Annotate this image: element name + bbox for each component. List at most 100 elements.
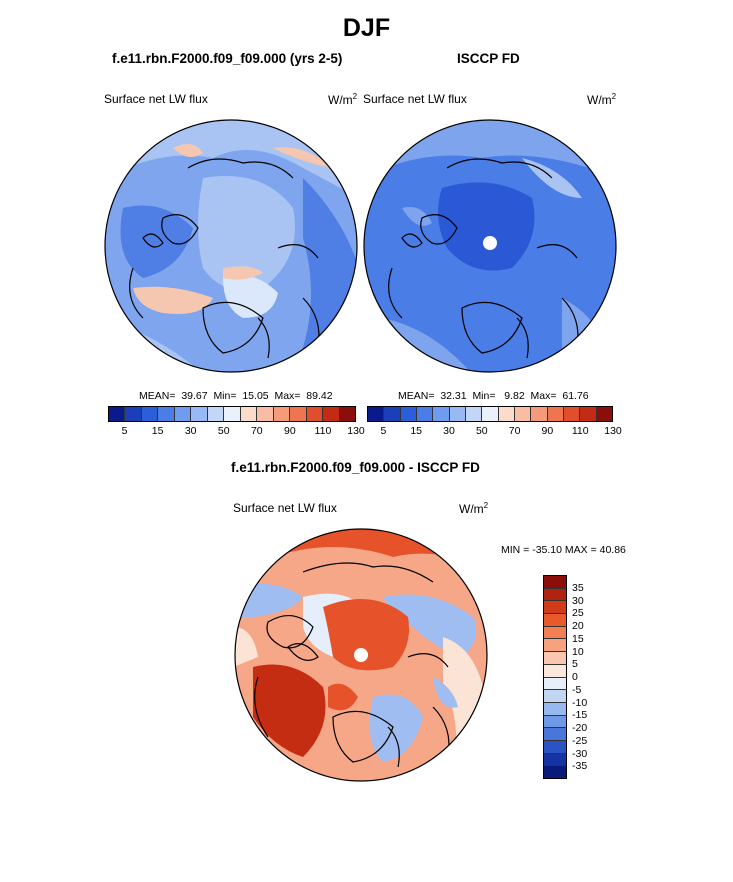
colorbar-tick-label: 35 [572,581,584,594]
panel1-title: f.e11.rbn.F2000.f09_f09.000 (yrs 2-5) [112,51,343,66]
colorbar-swatch [290,407,307,421]
panel2-variable: Surface net LW flux [363,92,467,106]
colorbar-swatch [273,407,291,421]
colorbar-tick-label: 15 [572,632,584,645]
colorbar-swatch [544,702,566,716]
colorbar-swatch [544,664,566,678]
colorbar-swatch [544,588,566,602]
colorbar-swatch [544,601,566,615]
colorbar-swatch [400,407,417,421]
pole-hole [483,236,497,250]
panel2-colorbar [367,406,613,422]
colorbar-swatch [544,576,566,589]
colorbar-swatch [174,407,192,421]
colorbar-swatch [544,677,566,691]
colorbar-swatch [207,407,225,421]
colorbar-swatch [482,407,499,421]
panel2-title: ISCCP FD [457,51,520,66]
colorbar-swatch [544,639,566,653]
colorbar-tick-label: 90 [541,425,554,437]
colorbar-tick-label: 30 [184,425,197,437]
colorbar-tick-label: -35 [572,760,588,773]
colorbar-swatch [449,407,466,421]
colorbar-swatch [544,614,566,627]
colorbar-swatch [125,407,142,421]
colorbar-tick-label: 5 [121,425,128,437]
colorbar-tick-label: 5 [380,425,387,437]
panel2-units: W/m2 [587,92,617,107]
panel1-units: W/m2 [328,92,358,107]
main-title: DJF [342,14,391,42]
panel1-variable: Surface net LW flux [104,92,208,106]
colorbar-swatch [368,407,385,421]
panel2-colorbar-ticks: 5 15 30 50 70 90 110 130 [367,425,621,439]
colorbar-tick-label: 50 [217,425,230,437]
colorbar-tick-label: -30 [572,747,588,760]
colorbar-swatch [580,407,597,421]
colorbar-swatch [544,753,566,767]
diff-colorbar [543,575,567,779]
colorbar-tick-label: 130 [347,425,365,437]
colorbar-swatch [544,740,566,754]
colorbar-tick-label: 110 [314,425,332,437]
colorbar-swatch [544,715,566,729]
diff-panel-title: f.e11.rbn.F2000.f09_f09.000 - ISCCP FD [231,460,480,475]
diff-panel-units: W/m2 [459,501,489,516]
colorbar-swatch [514,407,532,421]
colorbar-tick-label: -25 [572,734,588,747]
colorbar-tick-label: 70 [508,425,521,437]
colorbar-swatch [596,407,612,421]
colorbar-swatch [306,407,324,421]
panel1-stats: MEAN= 39.67 Min= 15.05 Max= 89.42 [139,390,333,402]
panel1-colorbar [108,406,356,422]
colorbar-swatch [433,407,450,421]
colorbar-swatch [563,407,581,421]
colorbar-swatch [323,407,340,421]
colorbar-swatch [384,407,401,421]
colorbar-swatch [544,690,566,703]
colorbar-tick-label: 25 [572,607,584,620]
colorbar-tick-label: 110 [571,425,589,437]
colorbar-swatch [544,626,566,640]
pole-hole [354,648,368,662]
colorbar-swatch [544,652,566,665]
colorbar-tick-label: 20 [572,620,584,632]
diff-panel-variable: Surface net LW flux [233,501,337,515]
colorbar-tick-label: -5 [572,683,582,696]
colorbar-swatch [339,407,356,421]
colorbar-swatch [416,407,434,421]
colorbar-tick-label: 130 [604,425,622,437]
colorbar-tick-label: 15 [410,425,423,437]
colorbar-swatch [141,407,159,421]
colorbar-swatch [257,407,274,421]
panel1-polar-map [104,119,358,373]
colorbar-tick-label: 30 [572,594,584,607]
colorbar-swatch [109,407,126,421]
colorbar-tick-label: 15 [151,425,164,437]
colorbar-swatch [544,766,566,778]
colorbar-tick-label: 90 [284,425,296,437]
colorbar-swatch [191,407,208,421]
colorbar-tick-label: 5 [572,658,578,671]
colorbar-swatch [465,407,483,421]
colorbar-tick-label: 50 [475,425,488,437]
colorbar-tick-label: 70 [250,425,263,437]
colorbar-swatch [498,407,515,421]
colorbar-tick-label: 10 [572,645,584,658]
colorbar-swatch [547,407,564,421]
colorbar-swatch [224,407,241,421]
colorbar-tick-label: -20 [572,722,588,734]
panel2-polar-map [363,119,617,373]
colorbar-tick-label: 30 [443,425,455,437]
colorbar-tick-label: -10 [572,696,588,709]
diff-polar-map [234,528,488,782]
colorbar-tick-label: -15 [572,709,588,722]
panel1-colorbar-ticks: 5 15 30 50 70 90 110 130 [108,425,365,439]
panel2-stats: MEAN= 32.31 Min= 9.82 Max= 61.76 [398,390,589,402]
colorbar-swatch [240,407,258,421]
colorbar-tick-label: 0 [572,671,578,683]
diff-panel-minmax: MIN = -35.10 MAX = 40.86 [501,544,626,556]
colorbar-swatch [531,407,548,421]
colorbar-swatch [544,728,566,741]
colorbar-swatch [158,407,175,421]
